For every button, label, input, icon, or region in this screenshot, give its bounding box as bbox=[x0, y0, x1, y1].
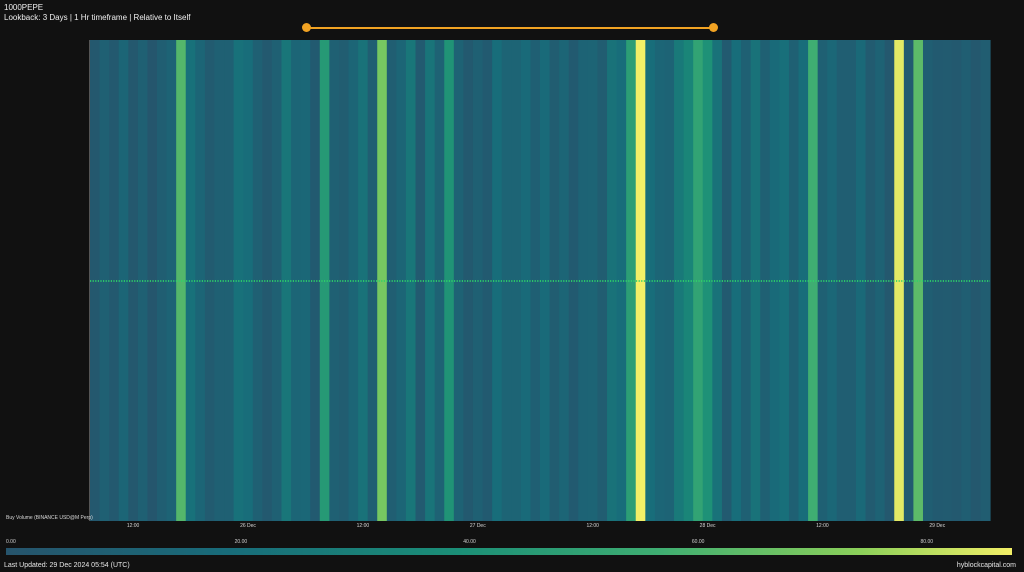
colorbar-tick-label: 40.00 bbox=[463, 539, 476, 545]
heatmap-cell[interactable] bbox=[492, 40, 503, 521]
heatmap-cell[interactable] bbox=[338, 40, 350, 521]
last-updated: Last Updated: 29 Dec 2024 05:54 (UTC) bbox=[4, 562, 130, 569]
heatmap-cell[interactable] bbox=[463, 40, 474, 521]
range-start-handle[interactable] bbox=[302, 23, 311, 32]
x-tick-label: 27 Dec bbox=[470, 523, 486, 529]
heatmap-cell[interactable] bbox=[224, 40, 235, 521]
heatmap-cell[interactable] bbox=[788, 40, 800, 521]
x-tick-label: 29 Dec bbox=[929, 523, 945, 529]
heatmap-cell[interactable] bbox=[607, 40, 618, 521]
heatmap-cell[interactable] bbox=[970, 40, 982, 521]
colorbar-tick-label: 80.00 bbox=[920, 539, 934, 545]
heatmap-cell[interactable] bbox=[693, 40, 704, 521]
row-label: Buy Volume (BINANCE USD@M Perp) bbox=[6, 515, 93, 521]
heatmap-cell[interactable] bbox=[903, 40, 914, 521]
heatmap-cell[interactable] bbox=[913, 40, 924, 521]
heatmap-cell[interactable] bbox=[281, 40, 292, 521]
heatmap-cell[interactable] bbox=[90, 40, 101, 521]
heatmap-cell[interactable] bbox=[128, 40, 139, 521]
heatmap-cell[interactable] bbox=[511, 40, 522, 521]
colorbar-tick-label: 20.00 bbox=[234, 539, 248, 545]
heatmap-cell[interactable] bbox=[549, 40, 560, 521]
heatmap-cell[interactable] bbox=[453, 40, 464, 521]
heatmap-cell[interactable] bbox=[721, 40, 733, 521]
brand-link[interactable]: hyblockcapital.com bbox=[956, 562, 1016, 569]
heatmap-cell[interactable] bbox=[635, 40, 646, 521]
colorbar-tick-label: 60.00 bbox=[691, 539, 705, 545]
heatmap-cell[interactable] bbox=[482, 40, 493, 521]
heatmap-cell[interactable] bbox=[367, 40, 378, 521]
colorbar-tick-label: 0.00 bbox=[6, 539, 16, 545]
heatmap-cell[interactable] bbox=[942, 40, 953, 521]
x-tick-label: 28 Dec bbox=[700, 523, 716, 529]
heatmap-cell[interactable] bbox=[817, 40, 828, 521]
heatmap-cell[interactable] bbox=[405, 40, 417, 521]
x-tick-label: 12:00 bbox=[357, 523, 370, 529]
colorbar-gradient bbox=[6, 548, 1012, 555]
heatmap-cell[interactable] bbox=[300, 40, 311, 521]
heatmap-cell[interactable] bbox=[884, 40, 895, 521]
heatmap-cell[interactable] bbox=[578, 40, 589, 521]
heatmap-cell[interactable] bbox=[185, 40, 196, 521]
range-end-handle[interactable] bbox=[709, 23, 718, 32]
chart-title: 1000PEPE bbox=[4, 3, 44, 12]
heatmap-cell[interactable] bbox=[214, 40, 225, 521]
time-range-slider[interactable] bbox=[300, 22, 720, 34]
heatmap-cell[interactable] bbox=[645, 40, 656, 521]
heatmap-cell[interactable] bbox=[664, 40, 675, 521]
heatmap-cell[interactable] bbox=[846, 40, 857, 521]
heatmap-cell[interactable] bbox=[157, 40, 168, 521]
heatmap-cell[interactable] bbox=[195, 40, 206, 521]
heatmap-cell[interactable] bbox=[99, 40, 110, 521]
heatmap-cell[interactable] bbox=[674, 40, 685, 521]
heatmap-cell[interactable] bbox=[434, 40, 445, 521]
heatmap-cell[interactable] bbox=[616, 40, 627, 521]
heatmap-cell[interactable] bbox=[875, 40, 886, 521]
heatmap-cell[interactable] bbox=[243, 40, 254, 521]
heatmap-cell[interactable] bbox=[396, 40, 407, 521]
x-tick-label: 12:00 bbox=[127, 523, 140, 529]
chart-subtitle: Lookback: 3 Days | 1 Hr timeframe | Rela… bbox=[4, 13, 191, 22]
x-tick-label: 12:00 bbox=[816, 523, 829, 529]
heatmap-cell[interactable] bbox=[760, 40, 771, 521]
heatmap-cell[interactable] bbox=[855, 40, 867, 521]
heatmap-cell[interactable] bbox=[425, 40, 436, 521]
time-range-track[interactable] bbox=[306, 27, 714, 29]
x-tick-label: 12:00 bbox=[586, 523, 599, 529]
heatmap-cell[interactable] bbox=[520, 40, 532, 521]
heatmap-cell[interactable] bbox=[310, 40, 321, 521]
heatmap-cell[interactable] bbox=[731, 40, 742, 521]
heatmap-cell[interactable] bbox=[827, 40, 838, 521]
heatmap-cell[interactable] bbox=[252, 40, 263, 521]
heatmap-cell[interactable] bbox=[271, 40, 283, 521]
x-tick-label: 26 Dec bbox=[240, 523, 256, 529]
heatmap-cell[interactable] bbox=[702, 40, 713, 521]
